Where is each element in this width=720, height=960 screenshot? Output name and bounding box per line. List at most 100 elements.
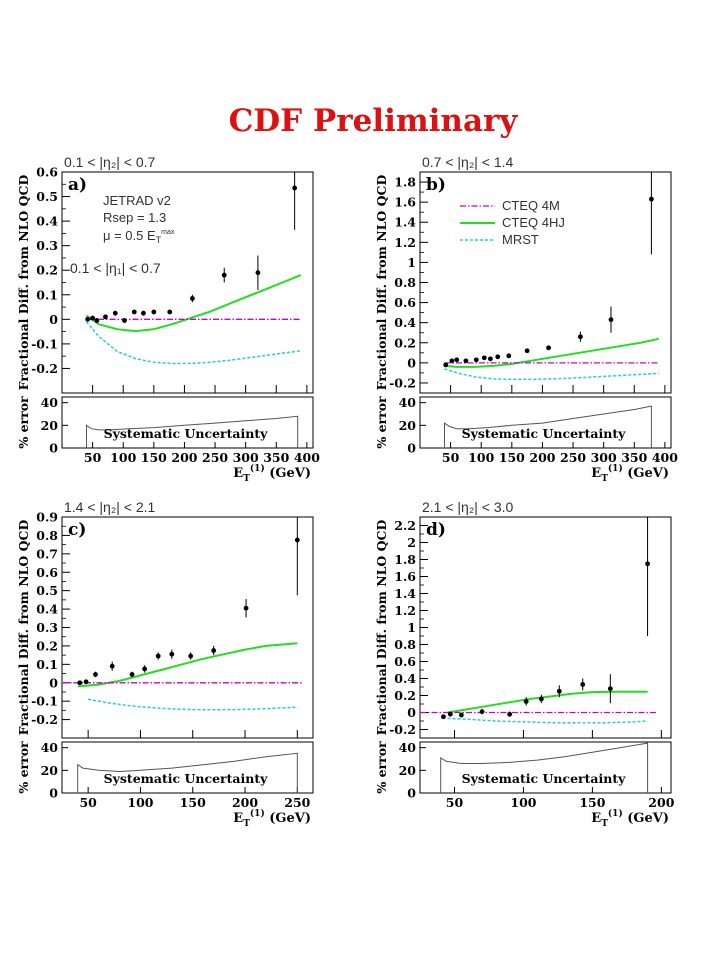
- y-tick-label: 1: [407, 620, 416, 635]
- data-point: [93, 672, 98, 677]
- y-tick-label: -0.2: [31, 712, 58, 727]
- syst-y-tick-label: 40: [41, 740, 59, 755]
- y-tick-label: 0.1: [36, 287, 58, 302]
- data-point: [85, 316, 91, 322]
- y-tick-label: 0: [407, 355, 416, 370]
- syst-frame: [419, 396, 672, 449]
- syst-frame: [61, 741, 314, 794]
- x-tick-label: 150: [180, 795, 206, 810]
- y-tick-label: 1.2: [394, 603, 416, 618]
- x-tick-label: 200: [171, 450, 197, 465]
- x-axis-title: ET(1) (GeV): [233, 808, 311, 829]
- data-point: [463, 358, 469, 364]
- y-tick-label: 1.4: [394, 215, 416, 230]
- data-point: [479, 709, 485, 715]
- series-mrst: [444, 368, 659, 381]
- y-tick-label: 0.8: [36, 528, 58, 543]
- y-axis-title: Fractional Diff. from NLO QCD: [16, 520, 31, 736]
- syst-y-tick-label: 20: [399, 763, 417, 778]
- data-point: [167, 309, 173, 315]
- x-axis-title: ET(1) (GeV): [591, 808, 669, 829]
- x-tick-label: 50: [79, 795, 97, 810]
- data-point: [546, 345, 551, 351]
- data-point: [94, 318, 100, 323]
- syst-label: Systematic Uncertainty: [104, 771, 268, 786]
- plot-frame: [61, 516, 314, 739]
- y-tick-label: 0: [407, 705, 416, 720]
- plot-area: [62, 642, 303, 711]
- x-tick-label: 250: [560, 450, 586, 465]
- syst-y-tick-label: 40: [41, 395, 59, 410]
- series-cteq-4hj: [444, 337, 660, 368]
- x-tick-label: 300: [591, 450, 617, 465]
- syst-y-tick-label: 0: [407, 786, 416, 801]
- data-point: [169, 651, 175, 657]
- annotation-scale: μ = 0.5 ETmax: [103, 228, 175, 245]
- data-point: [449, 358, 455, 364]
- plot-area: [420, 690, 658, 724]
- y-tick-label: 0.4: [394, 671, 416, 686]
- syst-y-tick-label: 20: [41, 418, 59, 433]
- y-tick-label: 0.8: [394, 637, 416, 652]
- y-tick-label: 0.4: [36, 602, 58, 617]
- legend-label: MRST: [502, 232, 539, 247]
- data-point: [129, 672, 135, 677]
- data-point: [506, 353, 512, 359]
- data-point: [458, 712, 464, 718]
- syst-y-tick-label: 20: [41, 763, 59, 778]
- data-point: [607, 686, 613, 692]
- y-axis-title: Fractional Diff. from NLO QCD: [374, 175, 389, 391]
- chart-panel-a: 0.1 < |η₂| < 0.7 -0.2 -0.1 0 0.1 0.2 0.3 0.4 0.5…: [16, 154, 320, 484]
- y-tick-label: 0.4: [36, 214, 58, 229]
- y-tick-label: 1.6: [394, 195, 416, 210]
- y-tick-label: 1.8: [394, 175, 416, 190]
- x-tick-label: 200: [529, 450, 555, 465]
- x-tick-label: 300: [233, 450, 259, 465]
- y-tick-label: 2: [407, 535, 416, 550]
- syst-y-axis-title: % error: [374, 741, 389, 794]
- syst-y-tick-label: 0: [49, 786, 58, 801]
- data-point: [103, 314, 108, 320]
- panel-label: c): [68, 520, 86, 540]
- x-tick-label: 100: [510, 795, 536, 810]
- data-point: [649, 196, 654, 202]
- plot-frame: [419, 516, 672, 739]
- data-point: [243, 605, 249, 611]
- y-tick-label: -0.2: [389, 375, 416, 390]
- x-tick-label: 200: [648, 795, 674, 810]
- syst-y-tick-label: 40: [399, 395, 417, 410]
- syst-label: Systematic Uncertainty: [104, 426, 268, 441]
- data-point: [556, 688, 562, 694]
- y-tick-label: 0.6: [394, 295, 416, 310]
- y-tick-label: 0.9: [36, 510, 58, 525]
- syst-curve: [440, 742, 649, 793]
- syst-y-axis-title: % error: [374, 396, 389, 449]
- y-tick-label: 1.6: [394, 569, 416, 584]
- data-point: [523, 699, 529, 704]
- data-point: [645, 561, 650, 567]
- data-point: [189, 296, 195, 301]
- data-point: [454, 357, 460, 363]
- series-mrst: [447, 717, 648, 724]
- x-tick-label: 50: [84, 450, 102, 465]
- x-tick-label: 250: [284, 795, 310, 810]
- y-tick-label: 0: [49, 675, 58, 690]
- data-point: [441, 714, 446, 720]
- syst-frame: [419, 741, 672, 794]
- y-tick-label: 0.6: [36, 565, 58, 580]
- page-title: CDF Preliminary: [229, 103, 519, 139]
- data-point: [211, 648, 217, 653]
- y-tick-label: 1.4: [394, 586, 416, 601]
- y-tick-label: 0.3: [36, 620, 58, 635]
- x-tick-label: 350: [263, 450, 289, 465]
- data-point: [109, 663, 115, 669]
- y-tick-label: 0.5: [36, 189, 58, 204]
- data-point: [83, 679, 89, 685]
- data-point: [112, 310, 118, 316]
- panel-label: b): [426, 175, 446, 195]
- series-mrst: [85, 321, 301, 365]
- y-tick-label: -0.2: [31, 361, 58, 376]
- data-point: [524, 348, 530, 354]
- y-tick-label: 1.2: [394, 235, 416, 250]
- y-tick-label: 0.2: [36, 263, 58, 278]
